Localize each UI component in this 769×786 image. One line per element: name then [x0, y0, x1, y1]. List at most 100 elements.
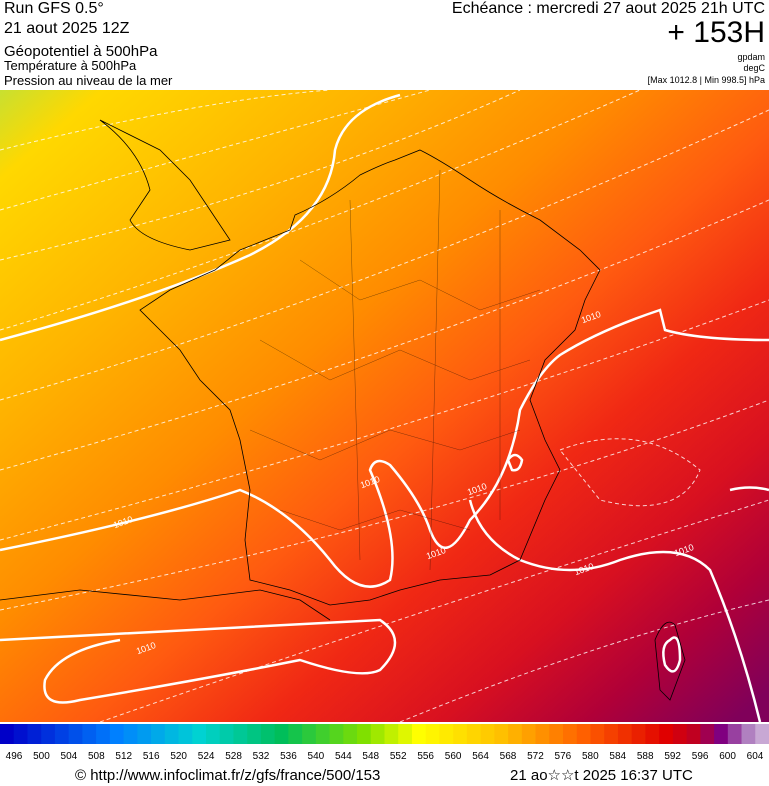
legend-swatch [590, 724, 605, 744]
legend-label: 520 [170, 751, 187, 762]
legend-swatch [13, 724, 28, 744]
legend-swatch [755, 724, 769, 744]
footer: © http://www.infoclimat.fr/z/gfs/france/… [75, 767, 693, 784]
legend-swatch [466, 724, 482, 744]
legend-swatch [343, 724, 358, 744]
legend-swatch [54, 724, 70, 744]
legend-swatch [700, 724, 715, 744]
legend-label: 560 [445, 751, 462, 762]
coastlines-borders [0, 119, 686, 701]
lead-time: + 153H [667, 16, 765, 49]
legend-swatch [260, 724, 276, 744]
legend-label: 544 [335, 751, 352, 762]
legend-label: 496 [6, 751, 23, 762]
legend-swatch [494, 724, 509, 744]
legend-label: 540 [308, 751, 325, 762]
legend-label: 532 [253, 751, 270, 762]
color-legend: 496 500 504 508 512 516 520 524 528 532 536 540 544 5… [0, 724, 769, 762]
legend-swatch [686, 724, 701, 744]
header: Run GFS 0.5° 21 aout 2025 12Z Géopotenti… [4, 0, 766, 88]
legend-swatch [247, 724, 262, 744]
legend-label: 528 [225, 751, 242, 762]
legend-swatch [741, 724, 756, 744]
legend-swatch [521, 724, 537, 744]
legend-swatch [411, 724, 427, 744]
legend-label: 568 [500, 751, 517, 762]
legend-swatch [164, 724, 180, 744]
legend-label: 604 [747, 751, 764, 762]
field-label: Température à 500hPa [4, 58, 137, 73]
legend-label: 552 [390, 751, 407, 762]
legend-swatch [508, 724, 523, 744]
isobars [0, 93, 769, 723]
legend-label: 556 [417, 751, 434, 762]
legend-swatch [659, 724, 674, 744]
legend-label: 576 [555, 751, 572, 762]
legend-label: 516 [143, 751, 160, 762]
legend-label: 548 [362, 751, 379, 762]
legend-swatch [617, 724, 633, 744]
legend-swatch [178, 724, 193, 744]
legend-label: 596 [692, 751, 709, 762]
timestamp: 21 ao☆☆t 2025 16:37 UTC [510, 767, 693, 784]
legend-swatch [41, 724, 56, 744]
legend-label: 508 [88, 751, 105, 762]
legend-swatch [714, 724, 729, 744]
legend-swatch [96, 724, 111, 744]
legend-label: 600 [719, 751, 736, 762]
unit-label: gpdam [737, 52, 765, 62]
legend-swatch [68, 724, 83, 744]
legend-swatch [233, 724, 248, 744]
legend-swatch [192, 724, 207, 744]
source-url: © http://www.infoclimat.fr/z/gfs/france/… [75, 767, 380, 784]
legend-label: 504 [61, 751, 78, 762]
legend-swatch [315, 724, 331, 744]
legend-swatch [453, 724, 468, 744]
legend-swatch [27, 724, 42, 744]
legend-label: 572 [527, 751, 544, 762]
legend-swatch [329, 724, 344, 744]
run-date: 21 aout 2025 12Z [4, 20, 130, 37]
legend-swatch [672, 724, 688, 744]
legend-swatch [645, 724, 660, 744]
legend-label: 536 [280, 751, 297, 762]
legend-swatch [480, 724, 495, 744]
legend-swatch [576, 724, 591, 744]
legend-swatch [563, 724, 578, 744]
temperature-field [0, 90, 769, 722]
legend-swatch [205, 724, 221, 744]
legend-swatch [288, 724, 303, 744]
legend-swatch [604, 724, 619, 744]
pressure-range: [Max 1012.8 | Min 998.5] hPa [648, 75, 765, 85]
legend-swatch [425, 724, 440, 744]
unit-label: degC [743, 63, 765, 73]
legend-label: 524 [198, 751, 215, 762]
temperature-contours [0, 89, 769, 723]
legend-label: 580 [582, 751, 599, 762]
legend-swatch [549, 724, 564, 744]
legend-swatch [398, 724, 413, 744]
legend-swatch [727, 724, 743, 744]
legend-swatch [535, 724, 550, 744]
legend-label: 592 [664, 751, 681, 762]
legend-swatch [439, 724, 454, 744]
legend-swatch [384, 724, 399, 744]
legend-swatch [123, 724, 138, 744]
legend-label: 584 [609, 751, 626, 762]
field-label: Pression au niveau de la mer [4, 73, 173, 88]
legend-swatch [631, 724, 646, 744]
legend-swatch [370, 724, 385, 744]
legend-swatch [137, 724, 152, 744]
legend-swatch [274, 724, 289, 744]
legend-swatch [0, 724, 15, 744]
legend-swatch [82, 724, 97, 744]
legend-label: 500 [33, 751, 50, 762]
legend-swatch [219, 724, 234, 744]
field-label: Géopotentiel à 500hPa [4, 43, 158, 60]
legend-label: 588 [637, 751, 654, 762]
legend-label: 564 [472, 751, 489, 762]
legend-swatch [151, 724, 166, 744]
